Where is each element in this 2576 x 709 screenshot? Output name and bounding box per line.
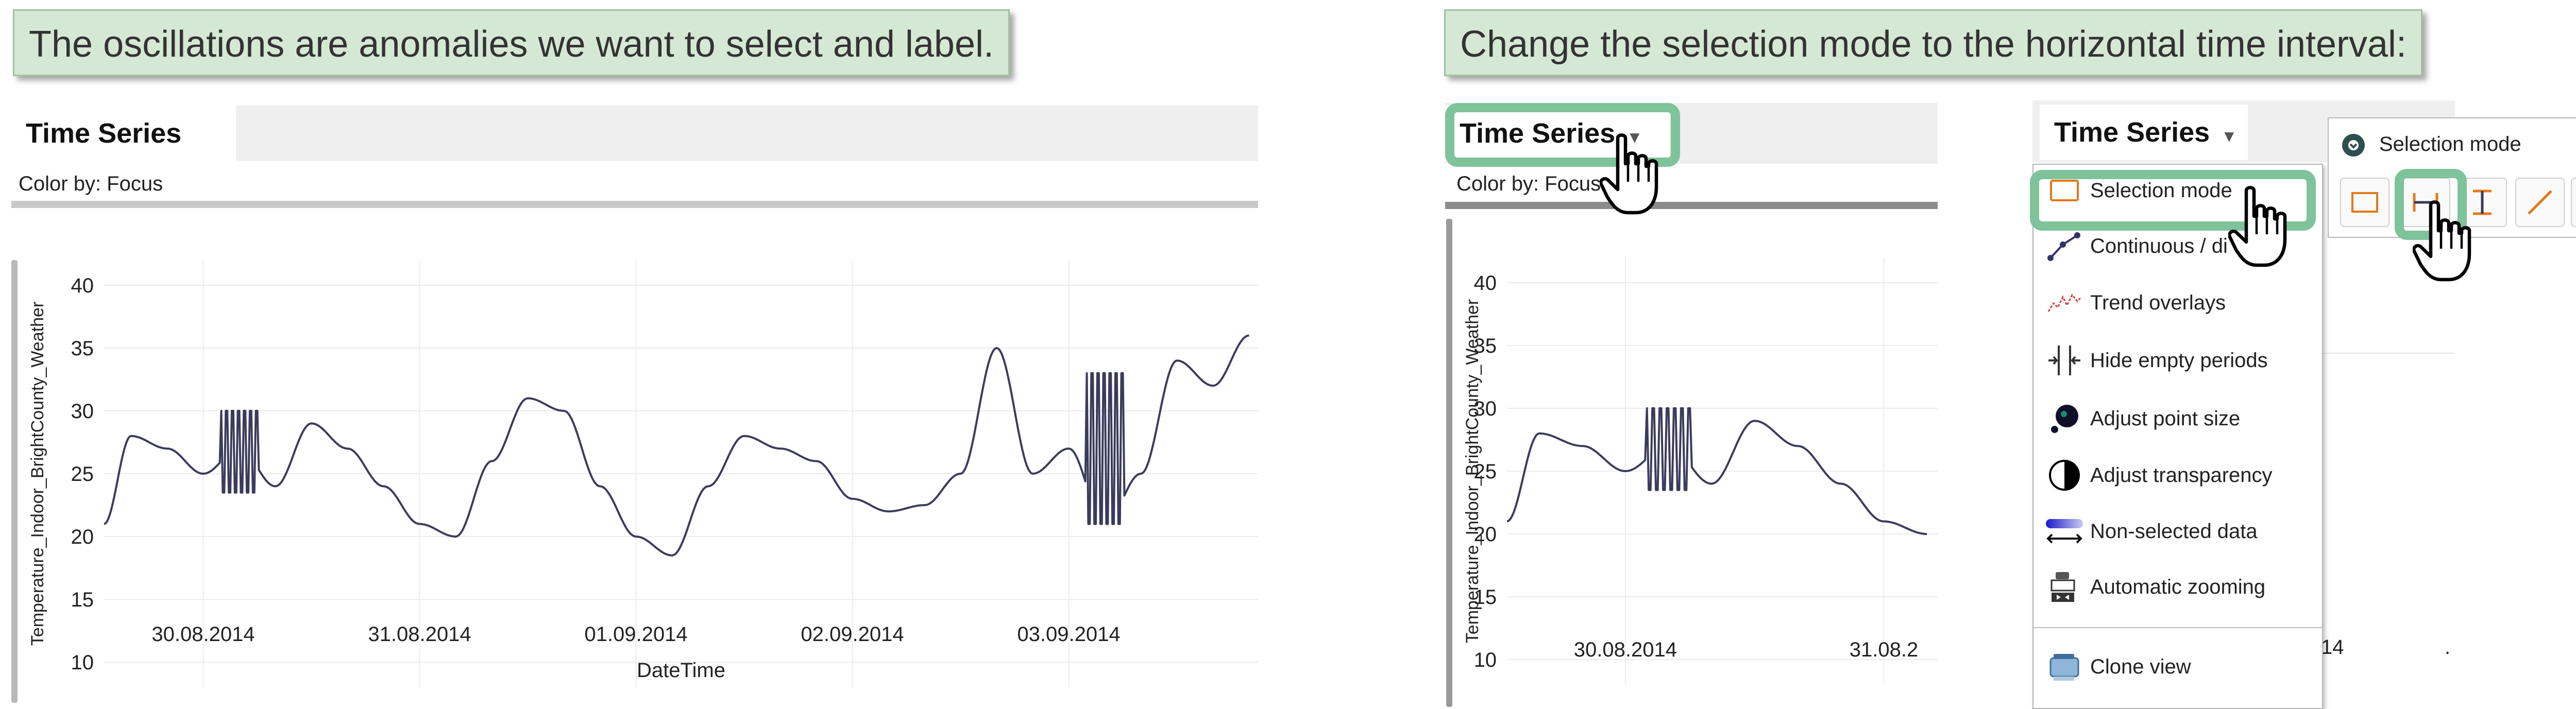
- y-tick-label: 20: [71, 526, 94, 548]
- y-tick-label: 25: [71, 463, 94, 486]
- menu-item-label: Automatic zooming: [2090, 575, 2266, 598]
- chevron-down-icon[interactable]: ▾: [2225, 126, 2234, 146]
- mode-highlight-box: [2395, 169, 2467, 240]
- callout-left: The oscillations are anomalies we want t…: [13, 9, 1010, 76]
- selection-rectangle-icon: [2044, 165, 2085, 216]
- menu-item-label: Hide empty periods: [2090, 349, 2268, 372]
- point-size-icon: [2044, 393, 2085, 444]
- y-tick-label: 15: [71, 589, 94, 611]
- trend-icon: [2044, 277, 2085, 328]
- left-vertical-scrollbar[interactable]: [11, 260, 18, 703]
- x-tick-label: 31.08.2: [1850, 638, 1918, 661]
- right-tab-title: Time Series: [2054, 117, 2210, 148]
- menu-item-non-selected-data[interactable]: Non-selected data: [2033, 506, 2322, 557]
- series-line: [104, 334, 1249, 557]
- callout-right: Change the selection mode to the horizon…: [1444, 9, 2423, 76]
- selection-mode-icon: [2340, 132, 2367, 161]
- left-time-series-panel: Time Series Color by: Focus 10 15 20 25 30 35…: [11, 106, 1258, 707]
- chevron-down-icon[interactable]: ▾: [1630, 127, 1639, 147]
- menu-item-label: Non-selected data: [2090, 520, 2258, 543]
- y-tick-label: 30: [71, 400, 94, 423]
- right-partial-tick-label-b: .: [2445, 636, 2451, 659]
- x-tick-label: 31.08.2014: [368, 623, 471, 646]
- selection-mode-popup: Selection mode ✕: [2328, 117, 2576, 238]
- y-tick-label: 25: [1474, 460, 1497, 483]
- y-tick-label: 15: [1474, 586, 1497, 609]
- middle-color-by-label[interactable]: Color by: Focus: [1456, 172, 1601, 195]
- y-tick-label: 30: [1474, 397, 1497, 420]
- rectangle-mode-button[interactable]: [2340, 178, 2389, 227]
- menu-separator: [2033, 627, 2322, 628]
- menu-item-automatic-zooming[interactable]: Automatic zooming: [2033, 561, 2322, 613]
- non-selected-data-icon: [2044, 506, 2085, 557]
- x-tick-label: 02.09.2014: [801, 623, 904, 646]
- menu-item-label: Clone view: [2090, 655, 2191, 678]
- popup-title: Selection mode: [2379, 133, 2521, 155]
- menu-item-label: Adjust transparency: [2090, 463, 2273, 487]
- transparency-icon: [2044, 449, 2085, 501]
- x-tick-label: 03.09.2014: [1017, 623, 1120, 646]
- y-tick-label: 40: [1474, 272, 1497, 295]
- middle-vertical-scrollbar[interactable]: [1446, 219, 1452, 707]
- right-partial-tick-label: 14: [2321, 636, 2344, 659]
- y-tick-label: 35: [1474, 335, 1497, 357]
- y-tick-label: 10: [71, 651, 94, 674]
- menu-highlight-box: [2030, 170, 2316, 231]
- left-color-by-label[interactable]: Color by: Focus: [19, 172, 163, 195]
- x-tick-label: 01.09.2014: [584, 623, 687, 646]
- right-tab-time-series[interactable]: Time Series ▾: [2040, 105, 2248, 160]
- menu-item-label: Trend overlays: [2090, 291, 2226, 314]
- line-mode-button[interactable]: [2515, 178, 2565, 227]
- x-tick-label: 30.08.2014: [1574, 638, 1677, 661]
- left-chart[interactable]: 10 15 20 25 30 35 40 30.08.2014 31.08.2014 01.09.…: [11, 106, 1258, 707]
- menu-item-clone-view[interactable]: Clone view: [2033, 641, 2322, 693]
- middle-chart[interactable]: 10 15 20 25 30 35 40 30.08.2014 31.08.2 Temperatu…: [1445, 103, 1938, 707]
- clone-view-icon: [2044, 641, 2085, 693]
- y-tick-label: 20: [1474, 523, 1497, 546]
- right-chart-remnant-grid: [2321, 353, 2455, 354]
- menu-item-adjust-point-size[interactable]: Adjust point size: [2033, 393, 2322, 444]
- menu-item-label: Adjust point size: [2090, 407, 2241, 430]
- series-line: [1506, 407, 1927, 535]
- x-tick-label: 30.08.2014: [151, 623, 255, 646]
- left-horizontal-scrollbar[interactable]: [11, 201, 1258, 208]
- menu-item-hide-empty-periods[interactable]: Hide empty periods: [2033, 335, 2322, 386]
- auto-zoom-icon: [2044, 561, 2085, 613]
- continuous-line-icon: [2044, 220, 2085, 272]
- y-axis-label: Temperature_Indoor_BrightCounty_Weather: [28, 302, 47, 646]
- menu-item-trend-overlays[interactable]: Trend overlays: [2033, 277, 2322, 328]
- y-tick-label: 40: [71, 274, 94, 297]
- hand-cursor-icon: [2413, 200, 2471, 282]
- hide-periods-icon: [2044, 335, 2085, 386]
- middle-tab-title: Time Series: [1460, 118, 1616, 149]
- middle-horizontal-scrollbar[interactable]: [1445, 202, 1938, 209]
- y-tick-label: 35: [71, 337, 94, 360]
- middle-time-series-panel: Time Series ▾ Color by: Focus 10 15 20 25 30…: [1445, 103, 1938, 707]
- lasso-mode-button[interactable]: [2571, 178, 2576, 227]
- x-axis-label: DateTime: [637, 659, 725, 682]
- y-tick-label: 10: [1474, 649, 1497, 671]
- hand-cursor-icon: [2228, 186, 2287, 267]
- y-axis-label: Temperature_Indoor_BrightCounty_Weather: [1463, 299, 1482, 643]
- menu-item-label: Selection mode: [2090, 179, 2232, 202]
- menu-item-adjust-transparency[interactable]: Adjust transparency: [2033, 449, 2322, 501]
- menu-item-selection-mode[interactable]: Selection mode: [2033, 165, 2322, 216]
- left-tab-time-series[interactable]: Time Series: [11, 106, 236, 161]
- hand-cursor-icon: [1600, 133, 1658, 215]
